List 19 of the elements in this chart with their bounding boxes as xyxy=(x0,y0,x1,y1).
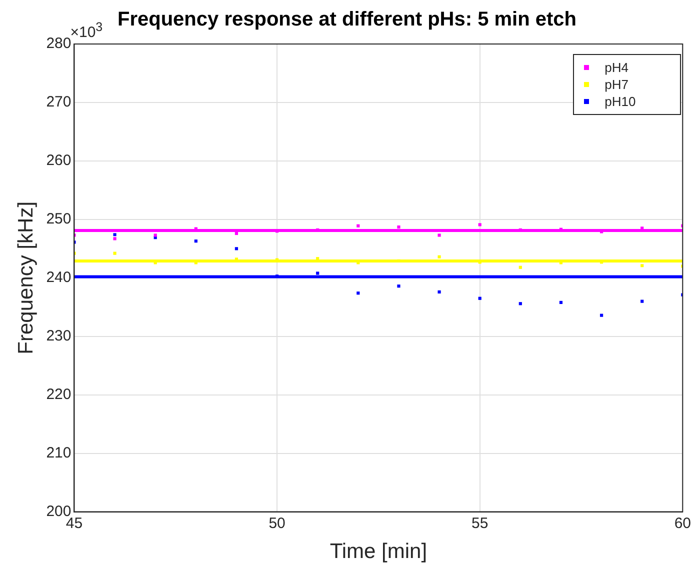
y-tick-label: 270 xyxy=(46,94,72,111)
x-axis-title: Time [min] xyxy=(330,540,428,564)
y-axis-title: Frequency [kHz] xyxy=(14,201,38,354)
chart-title: Frequency response at different pHs: 5 min etch xyxy=(118,8,576,31)
y-tick-label: 210 xyxy=(46,444,72,462)
legend-label: pH4 xyxy=(604,60,629,75)
legend-label: pH7 xyxy=(604,77,629,92)
legend-label: pH10 xyxy=(604,94,636,109)
y-tick-label: 220 xyxy=(46,386,72,403)
y-tick-label: 240 xyxy=(46,269,72,286)
x-tick-label: 45 xyxy=(66,514,83,532)
y-tick-label: 230 xyxy=(46,328,72,345)
y-tick-label: 250 xyxy=(46,210,72,228)
x-tick-label: 50 xyxy=(268,514,286,532)
y-tick-label: 280 xyxy=(46,35,72,52)
y-tick-label: 260 xyxy=(46,152,72,170)
x-tick-label: 55 xyxy=(472,514,488,532)
text: ×10$^{3}$ xyxy=(70,20,103,41)
x-tick-label: 60 xyxy=(674,514,691,532)
